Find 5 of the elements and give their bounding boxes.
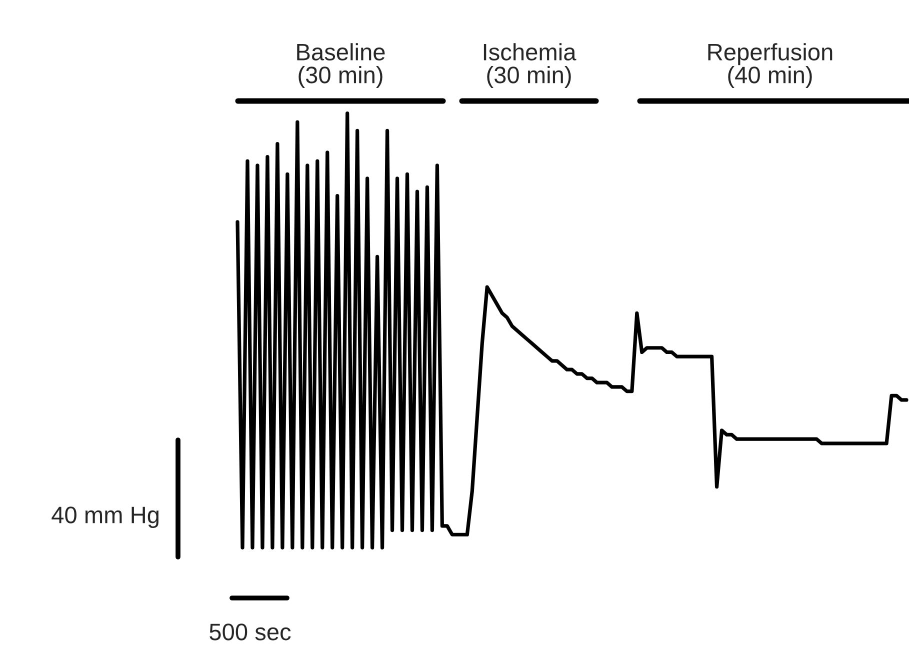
text: 40 mm Hg bbox=[52, 506, 158, 528]
text: Reperfusion (40 min) bbox=[708, 43, 832, 88]
text: 500 sec bbox=[210, 624, 291, 640]
text: Ischemia (30 min) bbox=[484, 43, 576, 88]
text: Baseline (30 min) bbox=[297, 43, 385, 88]
